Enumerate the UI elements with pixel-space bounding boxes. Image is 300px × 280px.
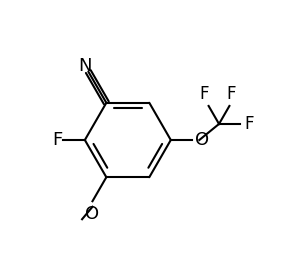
Text: F: F [226,85,236,103]
Text: F: F [245,115,254,133]
Text: N: N [78,57,92,75]
Text: F: F [199,85,208,103]
Text: O: O [85,205,100,223]
Text: F: F [52,131,63,149]
Text: O: O [195,131,209,149]
